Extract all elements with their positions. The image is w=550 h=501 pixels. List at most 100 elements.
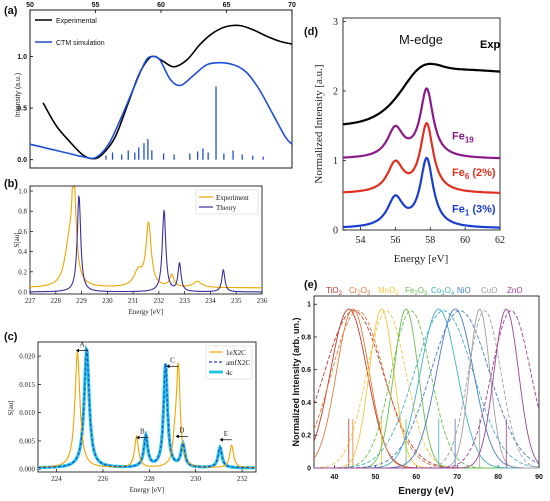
panel-a-xtick-label-3: 65 <box>223 2 231 9</box>
panel-b-xtick-label-9: 236 <box>257 297 268 305</box>
panel-a-xtick-label-1: 55 <box>92 2 100 9</box>
panel-e-ytick-label-4: 0.8 <box>301 334 311 341</box>
panel-b-series-0 <box>30 186 262 289</box>
panel-e-xtick-label-1: 50 <box>371 474 379 481</box>
panel-e-xtick-label-3: 70 <box>453 474 461 481</box>
panel-c-frame <box>37 341 257 473</box>
panel-c-xtick-label-0: 224 <box>51 475 62 483</box>
panel-e-series-2 <box>314 308 539 469</box>
panel-e-ytick-label-5: 1 <box>307 302 311 309</box>
panel-a-ylabel: Intensity (a.u.) <box>15 73 22 117</box>
panel-e: Normalized Intensity (arb. un.) Energy (… <box>291 286 543 497</box>
panel-c-ytick-label-2: 0.010 <box>19 409 35 417</box>
panel-d-series-1 <box>342 87 500 160</box>
panel-b-ytick-label-3: 0.6 <box>18 228 27 236</box>
panel-b-xtick-label-4: 231 <box>128 297 139 305</box>
panel-a-legend: Experimental CTM simulation <box>35 18 105 47</box>
panel-b-legend-label-0: Experiment <box>216 194 249 202</box>
panel-b-xtick-label-0: 227 <box>25 297 36 305</box>
panel-d: M-edge Normalized Intensity [a.u.] Energ… <box>313 17 505 265</box>
panel-e-series-label-6: CuO <box>481 286 497 295</box>
panel-e-ylabel: Normalized Intensity (arb. un.) <box>291 317 301 446</box>
panel-b-ylabel: S[au] <box>13 232 21 247</box>
panel-a-legend-label-0: Experimental <box>56 18 97 25</box>
panel-a-xtick-label-4: 70 <box>288 2 296 9</box>
panel-c-annotation-arrowhead-0 <box>76 348 80 353</box>
panel-b-ytick-label-0: 0.0 <box>18 288 27 296</box>
panel-e-ytick-label-2: 0.4 <box>301 400 311 407</box>
panel-c-ytick-label-1: 0.005 <box>19 437 35 445</box>
panel-e-ytick-label-3: 0.6 <box>301 367 311 374</box>
panel-e-series-7 <box>314 308 540 469</box>
panel-b-legend: Experiment Theory <box>195 189 259 215</box>
panel-label-b: (b) <box>4 178 18 190</box>
panel-b-xtick-label-7: 234 <box>205 297 216 305</box>
panel-a-ytick-label-0: 0.0 <box>17 157 27 164</box>
panel-d-title: M-edge <box>399 32 443 47</box>
panel-d-xtick-label-1: 56 <box>390 235 400 246</box>
panel-c-annotation-arrowhead-3 <box>175 434 179 439</box>
panel-e-series-label-4: Co3O4 <box>431 286 455 297</box>
panel-a: Intensity (a.u.) Experimental CTM simula… <box>15 2 296 169</box>
panel-c-annotation-3: D <box>179 426 184 434</box>
panel-e-frame <box>313 295 540 469</box>
panel-c-xlabel: Energy [eV] <box>130 486 165 494</box>
panel-e-series-label-0: TiO2 <box>326 286 343 297</box>
panel-e-xtick-label-0: 40 <box>331 474 339 481</box>
panel-d-xtick-label-2: 58 <box>425 235 435 246</box>
panel-e-series-1 <box>313 308 539 469</box>
panel-c-annotation-4: E <box>224 430 228 438</box>
panel-d-ylabel: Normalized Intensity [a.u.] <box>313 64 325 183</box>
panel-d-series-label-3: Fe1 (3%) <box>452 204 496 218</box>
panel-e-series-label-1: Cr2O3 <box>349 286 371 297</box>
panel-c-ytick-label-4: 0.020 <box>19 353 35 361</box>
panel-d-ytick-label-1: 1 <box>333 156 338 167</box>
panel-c-series-1 <box>38 347 256 469</box>
panel-e-series-5 <box>314 308 539 469</box>
panel-d-series-label-2: Fe6 (2%) <box>452 167 496 181</box>
panel-e-xtick-label-4: 80 <box>494 474 502 481</box>
panel-c-legend-label-1: amfX2C <box>226 359 250 367</box>
panel-a-frame <box>29 9 293 169</box>
panel-c-annotation-1: B <box>140 428 145 436</box>
panel-c-ytick-label-0: 0.000 <box>19 466 35 474</box>
panel-c-xtick-label-2: 228 <box>144 475 155 483</box>
panel-c-xtick-label-3: 230 <box>190 475 201 483</box>
panel-b: S[au] Energy [eV] Experiment Theory 227 2… <box>13 185 268 316</box>
panel-label-a: (a) <box>4 5 18 17</box>
panel-b-ytick-label-5: 1.0 <box>18 188 27 196</box>
panel-c-annotation-0: A <box>80 340 85 348</box>
panel-d-ytick-label-3: 3 <box>333 17 338 28</box>
panel-b-ytick-label-2: 0.4 <box>18 248 27 256</box>
panel-a-series-1 <box>29 55 293 160</box>
panel-b-ytick-label-1: 0.2 <box>18 268 27 276</box>
panel-b-frame <box>29 185 263 295</box>
panel-d-series-0 <box>342 62 500 126</box>
panel-b-xtick-label-2: 229 <box>76 297 87 305</box>
panel-d-frame <box>342 17 501 231</box>
panel-c-legend-label-0: 1eX2C <box>226 349 246 357</box>
panel-c-ylabel: S[au] <box>7 400 15 415</box>
panel-c-annotation-2: C <box>170 356 175 364</box>
panel-d-series-2 <box>343 121 500 194</box>
panel-e-series-label-2: MnO2 <box>378 286 399 297</box>
panel-a-ytick-label-2: 1.0 <box>17 54 27 61</box>
panel-e-series-label-5: NiO <box>457 286 471 295</box>
panel-b-legend-label-1: Theory <box>216 204 237 212</box>
panel-label-e: (e) <box>304 279 318 291</box>
panel-b-legend-box <box>195 189 259 215</box>
panel-c-legend: 1eX2C amfX2C 4c <box>205 345 253 380</box>
panel-b-xtick-label-5: 232 <box>154 297 165 305</box>
panel-b-xtick-label-3: 230 <box>102 297 113 305</box>
panel-b-xtick-label-8: 235 <box>231 297 242 305</box>
panel-c-xtick-label-4: 232 <box>237 475 248 483</box>
panel-c-annotation-arrowhead-1 <box>136 435 140 440</box>
panel-a-legend-label-1: CTM simulation <box>56 40 105 47</box>
panel-d-xtick-label-3: 60 <box>460 235 470 246</box>
panel-c-annotation-arrowhead-4 <box>219 437 223 442</box>
panel-label-c: (c) <box>4 331 18 343</box>
panel-e-ytick-label-1: 0.2 <box>301 433 311 440</box>
panel-d-series-label-1: Fe19 <box>452 131 474 145</box>
